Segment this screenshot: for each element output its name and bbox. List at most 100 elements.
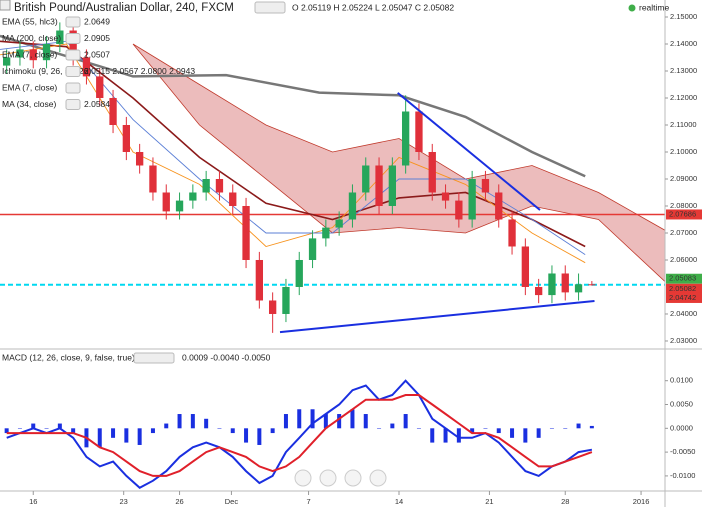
histogram-bar (217, 428, 222, 429)
candle-body (162, 192, 170, 212)
candle-body (322, 227, 330, 239)
histogram-bar (17, 428, 22, 429)
histogram-bar (31, 423, 36, 429)
status: realtime (639, 2, 670, 12)
chart-title: British Pound/Australian Dollar, 240, FX… (14, 2, 234, 14)
candle-body (534, 286, 543, 296)
candle-body (468, 178, 476, 220)
candle-body (229, 192, 237, 206)
candle-body (82, 57, 91, 77)
legend-buttons (65, 66, 81, 77)
legend-buttons (65, 16, 81, 28)
candle-body (308, 238, 317, 260)
histogram-bar (177, 414, 182, 429)
histogram-bar (576, 423, 581, 429)
histogram-bar (549, 428, 554, 429)
y-tick-label: 2.14000 (670, 39, 697, 48)
histogram-bar (137, 428, 142, 445)
legend-name: EMA (55, hlc3) (2, 16, 58, 26)
legend-buttons (65, 99, 81, 110)
macd-line (6, 394, 593, 477)
histogram-bar (443, 428, 448, 443)
candle-body (16, 49, 24, 58)
indicator-line (0, 34, 586, 178)
histogram-bar (430, 428, 435, 443)
histogram-bar (111, 428, 116, 438)
candle-body (481, 178, 490, 193)
histogram-bar (390, 423, 395, 429)
y-tick-label: 2.13000 (670, 66, 697, 75)
y-tick-label: 2.08000 (670, 201, 697, 210)
histogram-bar (257, 428, 262, 445)
x-tick-label: 21 (485, 497, 493, 506)
candle-body (122, 124, 131, 152)
x-tick-label: 7 (306, 497, 310, 506)
histogram-bar (470, 428, 475, 434)
candle-body (548, 273, 556, 296)
candle-body (109, 98, 117, 125)
candle-body (348, 192, 357, 220)
y-tick-label: 2.07000 (670, 228, 697, 237)
candle-body (56, 30, 64, 45)
trendline (397, 92, 541, 211)
histogram-bar (270, 428, 275, 434)
histogram-bar (190, 414, 195, 429)
candle-body (268, 300, 277, 314)
candle-body (295, 259, 303, 287)
zoom-controls (294, 469, 387, 487)
price-label: 2.07686 (669, 209, 696, 218)
menu-icon[interactable] (0, 0, 11, 11)
header-buttons[interactable] (254, 1, 286, 14)
price-label-box (666, 209, 702, 220)
histogram-bar (536, 428, 541, 438)
legend-name: EMA (7, close) (2, 82, 57, 92)
candle-body (69, 30, 77, 58)
candle-body (441, 192, 450, 201)
legend-buttons (65, 82, 81, 94)
legend-buttons (65, 49, 81, 61)
macd-buttons[interactable] (133, 352, 175, 364)
histogram-bar (363, 414, 368, 429)
histogram-bar (323, 414, 328, 429)
histogram-bar (416, 428, 421, 429)
y-tick-label: 0.0050 (670, 399, 693, 408)
y-tick-label: 2.09000 (670, 174, 697, 183)
x-tick-label: 23 (120, 497, 128, 506)
candle-body (29, 49, 37, 61)
zoom-button[interactable] (319, 469, 337, 487)
y-tick-label: 2.06000 (670, 255, 697, 264)
histogram-bar (164, 423, 169, 429)
y-tick-label: 0.0000 (670, 423, 693, 432)
price-label: 2.05083 (669, 274, 696, 283)
zoom-button[interactable] (369, 469, 387, 487)
zoom-button[interactable] (294, 469, 312, 487)
candle-body (175, 200, 184, 212)
histogram-bar (563, 428, 568, 429)
candle-body (42, 44, 51, 61)
histogram-bar (589, 425, 594, 429)
y-tick-label: -0.0100 (670, 471, 695, 480)
histogram-bar (523, 428, 528, 443)
candle-body (521, 246, 530, 287)
histogram-bar (244, 428, 249, 443)
histogram-bar (483, 428, 488, 429)
legend-name: MA (34, close) (2, 99, 56, 109)
y-tick-label: 2.11000 (670, 120, 697, 129)
legend-value: 2.0649 (84, 16, 110, 26)
zoom-button[interactable] (344, 469, 362, 487)
histogram-bar (204, 418, 209, 429)
candle-body (135, 151, 144, 166)
macd-line (6, 379, 593, 490)
histogram-bar (297, 409, 302, 429)
candle-body (388, 165, 397, 206)
candle-body (335, 219, 343, 228)
candle-body (2, 57, 11, 66)
x-tick-label: 28 (561, 497, 569, 506)
y-tick-label: 0.0100 (670, 376, 693, 385)
histogram-bar (456, 428, 461, 443)
legend-name: Ichimoku (9, 26, 52, 26) (2, 66, 91, 76)
candle-body (415, 111, 423, 152)
candle-body (495, 192, 503, 220)
x-tick-label: Dec (225, 497, 239, 506)
